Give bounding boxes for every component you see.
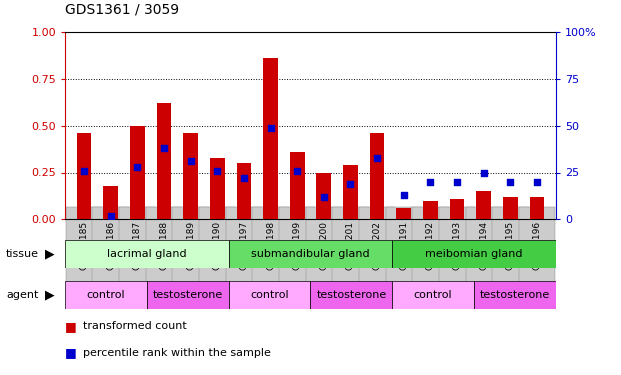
Bar <box>450 199 465 219</box>
Bar <box>396 208 411 219</box>
Text: testosterone: testosterone <box>316 290 386 300</box>
Text: control: control <box>414 290 453 300</box>
Point <box>239 175 249 181</box>
Text: submandibular gland: submandibular gland <box>251 249 370 259</box>
Point <box>345 181 355 187</box>
Text: GDS1361 / 3059: GDS1361 / 3059 <box>65 3 179 17</box>
Text: testosterone: testosterone <box>480 290 550 300</box>
Point <box>452 179 462 185</box>
Point <box>532 179 542 185</box>
Bar <box>503 197 518 219</box>
Point <box>479 170 489 176</box>
Bar <box>229 281 310 309</box>
Text: agent: agent <box>6 290 39 300</box>
Point <box>132 164 142 170</box>
Bar <box>263 58 278 219</box>
Text: control: control <box>250 290 289 300</box>
Bar <box>210 158 225 219</box>
Text: testosterone: testosterone <box>153 290 223 300</box>
Point <box>212 168 222 174</box>
Point <box>266 124 276 130</box>
Bar <box>476 191 491 219</box>
Point <box>505 179 515 185</box>
Text: ▶: ▶ <box>45 289 54 302</box>
Point <box>186 158 196 164</box>
Point <box>372 154 382 160</box>
Text: tissue: tissue <box>6 249 39 259</box>
Bar <box>310 281 392 309</box>
Bar <box>343 165 358 219</box>
Point <box>79 168 89 174</box>
Bar <box>392 240 556 268</box>
Text: ▶: ▶ <box>45 248 54 261</box>
Bar <box>65 281 147 309</box>
Bar <box>423 201 438 219</box>
Bar <box>530 197 545 219</box>
Text: ■: ■ <box>65 346 77 359</box>
Bar <box>65 240 229 268</box>
Bar <box>147 281 229 309</box>
Point <box>399 192 409 198</box>
Text: percentile rank within the sample: percentile rank within the sample <box>83 348 271 357</box>
Bar <box>130 126 145 219</box>
Point <box>319 194 329 200</box>
Bar <box>370 133 384 219</box>
Text: transformed count: transformed count <box>83 321 186 331</box>
Bar <box>290 152 304 219</box>
Point <box>106 213 116 219</box>
Bar <box>392 281 474 309</box>
Bar <box>474 281 556 309</box>
Text: lacrimal gland: lacrimal gland <box>107 249 187 259</box>
Bar <box>229 240 392 268</box>
Bar <box>76 133 91 219</box>
Bar <box>103 186 118 219</box>
Point <box>159 145 169 151</box>
Text: meibomian gland: meibomian gland <box>425 249 523 259</box>
Bar <box>317 172 331 219</box>
Bar <box>237 163 251 219</box>
Text: ■: ■ <box>65 320 77 333</box>
Bar <box>156 103 171 219</box>
Text: control: control <box>87 290 125 300</box>
Point <box>292 168 302 174</box>
Bar <box>183 133 198 219</box>
Point <box>425 179 435 185</box>
